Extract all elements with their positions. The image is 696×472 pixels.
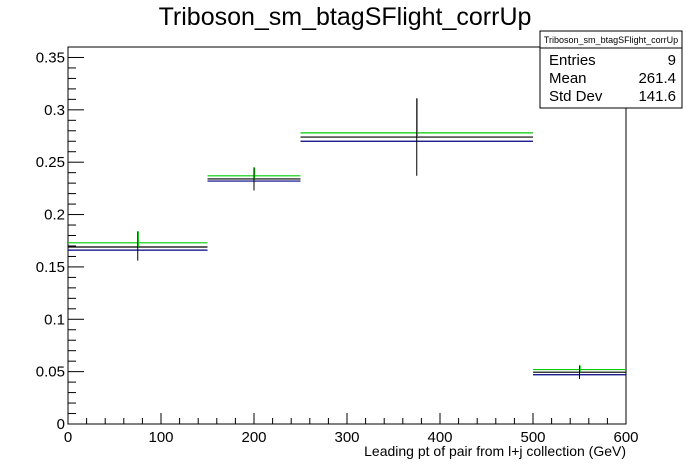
x-tick-label: 300 [334, 429, 359, 446]
stats-box: Triboson_sm_btagSFlight_corrUp Entries 9… [539, 30, 683, 109]
stats-stddev-label: Std Dev [549, 88, 603, 105]
y-tick-label: 0 [57, 416, 65, 433]
stats-mean-label: Mean [549, 70, 587, 87]
chart-title: Triboson_sm_btagSFlight_corrUp [159, 3, 532, 31]
y-tick-label: 0.15 [36, 259, 65, 276]
stats-entries-label: Entries [549, 52, 596, 69]
x-tick-label: 400 [427, 429, 452, 446]
x-tick-label: 100 [148, 429, 173, 446]
x-tick-label: 200 [241, 429, 266, 446]
x-axis-title: Leading pt of pair from l+j collection (… [364, 443, 626, 459]
y-tick-label: 0.1 [44, 311, 65, 328]
stats-mean-value: 261.4 [638, 70, 676, 87]
stats-entries-value: 9 [668, 52, 676, 69]
y-axis: 0 0.05 0.1 0.15 0.2 0.25 0.3 0.35 [36, 46, 84, 433]
stats-box-title: Triboson_sm_btagSFlight_corrUp [544, 35, 678, 45]
y-tick-label: 0.2 [44, 207, 65, 224]
x-tick-label: 0 [64, 429, 72, 446]
histogram-marks [68, 98, 626, 379]
stats-box-frame [539, 30, 683, 109]
y-tick-label: 0.25 [36, 154, 65, 171]
y-tick-label: 0.05 [36, 364, 65, 381]
x-tick-label: 500 [520, 429, 545, 446]
stats-stddev-value: 141.6 [638, 88, 676, 105]
x-axis: 0 100 200 300 400 500 600 [64, 413, 639, 446]
y-tick-label: 0.35 [36, 49, 65, 66]
y-tick-label: 0.3 [44, 102, 65, 119]
x-tick-label: 600 [613, 429, 638, 446]
